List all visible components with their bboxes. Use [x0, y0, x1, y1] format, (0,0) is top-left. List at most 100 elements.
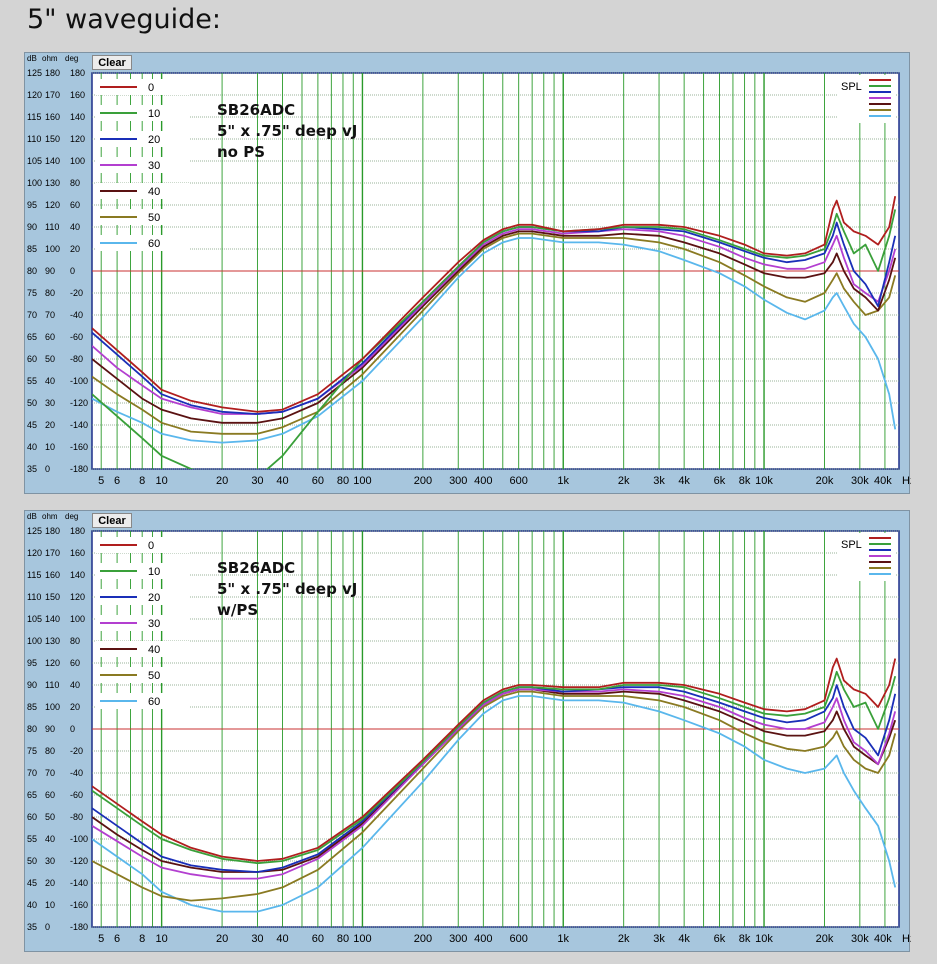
legend: 0 10 20 30 40 50 60: [95, 537, 190, 709]
y-tick-label-deg: 180: [70, 68, 85, 78]
chart-panel-top: dB ohm deg Clear 125 180 180 120 170 160 115 160 140…: [24, 52, 911, 494]
series-line-0: [92, 196, 897, 413]
x-tick-label: 100: [353, 475, 371, 487]
y-tick-label: 55: [27, 834, 37, 844]
y-tick-label-deg: 100: [70, 156, 85, 166]
y-tick-label-deg: 80: [70, 178, 80, 188]
y-tick-label-ohm: 60: [45, 790, 55, 800]
y-tick-label-ohm: 120: [45, 200, 60, 210]
y-tick-label: 35: [27, 922, 37, 932]
x-tick-label: 200: [414, 933, 432, 945]
x-tick-label: 8k: [739, 933, 751, 945]
x-tick-label: 8: [139, 475, 145, 487]
y-tick-label-deg: -120: [70, 398, 88, 408]
x-tick-label: 6k: [714, 933, 726, 945]
x-tick-label: 1k: [557, 933, 569, 945]
y-tick-label-ohm: 110: [45, 222, 59, 232]
x-tick-label: 3k: [653, 475, 665, 487]
x-tick-label: 400: [474, 933, 492, 945]
y-tick-label: 120: [27, 90, 42, 100]
y-tick-label-deg: 60: [70, 658, 80, 668]
y-tick-label: 90: [27, 680, 37, 690]
y-tick-label-deg: 60: [70, 200, 80, 210]
y-tick-label: 45: [27, 420, 37, 430]
y-tick-label-deg: -180: [70, 464, 88, 474]
y-tick-label-ohm: 120: [45, 658, 60, 668]
legend-item-bg: [95, 79, 190, 95]
legend-label: 20: [148, 134, 160, 146]
y-tick-label-deg: 120: [70, 592, 85, 602]
chart-annotation: no PS: [217, 143, 265, 161]
y-tick-label-ohm: 20: [45, 878, 55, 888]
y-tick-label-ohm: 180: [45, 68, 60, 78]
y-tick-label-deg: 140: [70, 112, 85, 122]
x-tick-label: 1k: [557, 475, 569, 487]
y-tick-label: 50: [27, 856, 37, 866]
y-tick-label-deg: 20: [70, 244, 80, 254]
x-tick-label: 10: [156, 933, 168, 945]
legend-label: 30: [148, 160, 160, 172]
x-tick-label: 6: [114, 475, 120, 487]
y-tick-label-ohm: 0: [45, 464, 50, 474]
y-tick-label: 70: [27, 310, 37, 320]
y-tick-label-ohm: 20: [45, 420, 55, 430]
legend-item-bg: [95, 693, 190, 709]
chart-panel-bottom: dB ohm deg Clear 125 180 180 120 170 160 115 160 140…: [24, 510, 911, 952]
legend: 0 10 20 30 40 50 60: [95, 79, 190, 251]
legend-label: 10: [148, 566, 160, 578]
x-tick-label: 10k: [755, 475, 773, 487]
y-tick-label: 115: [27, 112, 41, 122]
legend-label: 50: [148, 670, 160, 682]
x-tick-label: 400: [474, 475, 492, 487]
series-line-50: [92, 690, 897, 902]
y-tick-label-ohm: 60: [45, 332, 55, 342]
y-tick-label-ohm: 30: [45, 856, 55, 866]
y-tick-label: 35: [27, 464, 37, 474]
x-tick-label: 3k: [653, 933, 665, 945]
clear-button[interactable]: Clear: [92, 55, 132, 70]
y-tick-label-ohm: 180: [45, 526, 60, 536]
clear-button[interactable]: Clear: [92, 513, 132, 528]
y-tick-label-ohm: 130: [45, 636, 60, 646]
y-tick-label-ohm: 70: [45, 768, 55, 778]
y-tick-label: 75: [27, 746, 37, 756]
y-tick-label: 120: [27, 548, 42, 558]
chart-annotation: 5" x .75" deep vJ: [217, 580, 357, 598]
page-heading: 5" waveguide:: [27, 4, 221, 35]
y-tick-label-ohm: 100: [45, 244, 60, 254]
y-tick-label-deg: 160: [70, 548, 85, 558]
legend-label: 0: [148, 540, 154, 552]
x-tick-label: 300: [449, 475, 467, 487]
y-tick-label: 60: [27, 812, 37, 822]
x-tick-label: Hz: [902, 475, 911, 487]
legend-item-bg: [95, 615, 190, 631]
axis-header-ohm: ohm: [42, 54, 58, 63]
y-tick-label: 105: [27, 614, 42, 624]
y-tick-label-ohm: 170: [45, 90, 60, 100]
y-tick-label-ohm: 40: [45, 834, 55, 844]
y-tick-label-deg: 120: [70, 134, 85, 144]
y-tick-label: 40: [27, 442, 37, 452]
legend-item-bg: [95, 183, 190, 199]
legend-item-bg: [95, 667, 190, 683]
spl-legend-label: SPL: [841, 539, 862, 551]
y-tick-label-ohm: 160: [45, 570, 60, 580]
legend-label: 30: [148, 618, 160, 630]
legend-item-bg: [95, 209, 190, 225]
series-line-10: [92, 670, 897, 865]
y-tick-label-ohm: 50: [45, 354, 55, 364]
x-tick-label: 30k: [851, 475, 869, 487]
y-tick-label: 110: [27, 134, 41, 144]
series-line-60: [92, 695, 897, 913]
x-tick-label: Hz: [902, 933, 911, 945]
y-tick-label: 100: [27, 178, 42, 188]
y-tick-label: 90: [27, 222, 37, 232]
y-tick-label-ohm: 0: [45, 922, 50, 932]
y-tick-label-deg: -100: [70, 376, 88, 386]
series-line-30: [92, 688, 897, 880]
legend-label: 60: [148, 238, 160, 250]
y-tick-label-ohm: 70: [45, 310, 55, 320]
y-tick-label-deg: -140: [70, 420, 88, 430]
x-tick-label: 8k: [739, 475, 751, 487]
x-tick-label: 20: [216, 475, 228, 487]
